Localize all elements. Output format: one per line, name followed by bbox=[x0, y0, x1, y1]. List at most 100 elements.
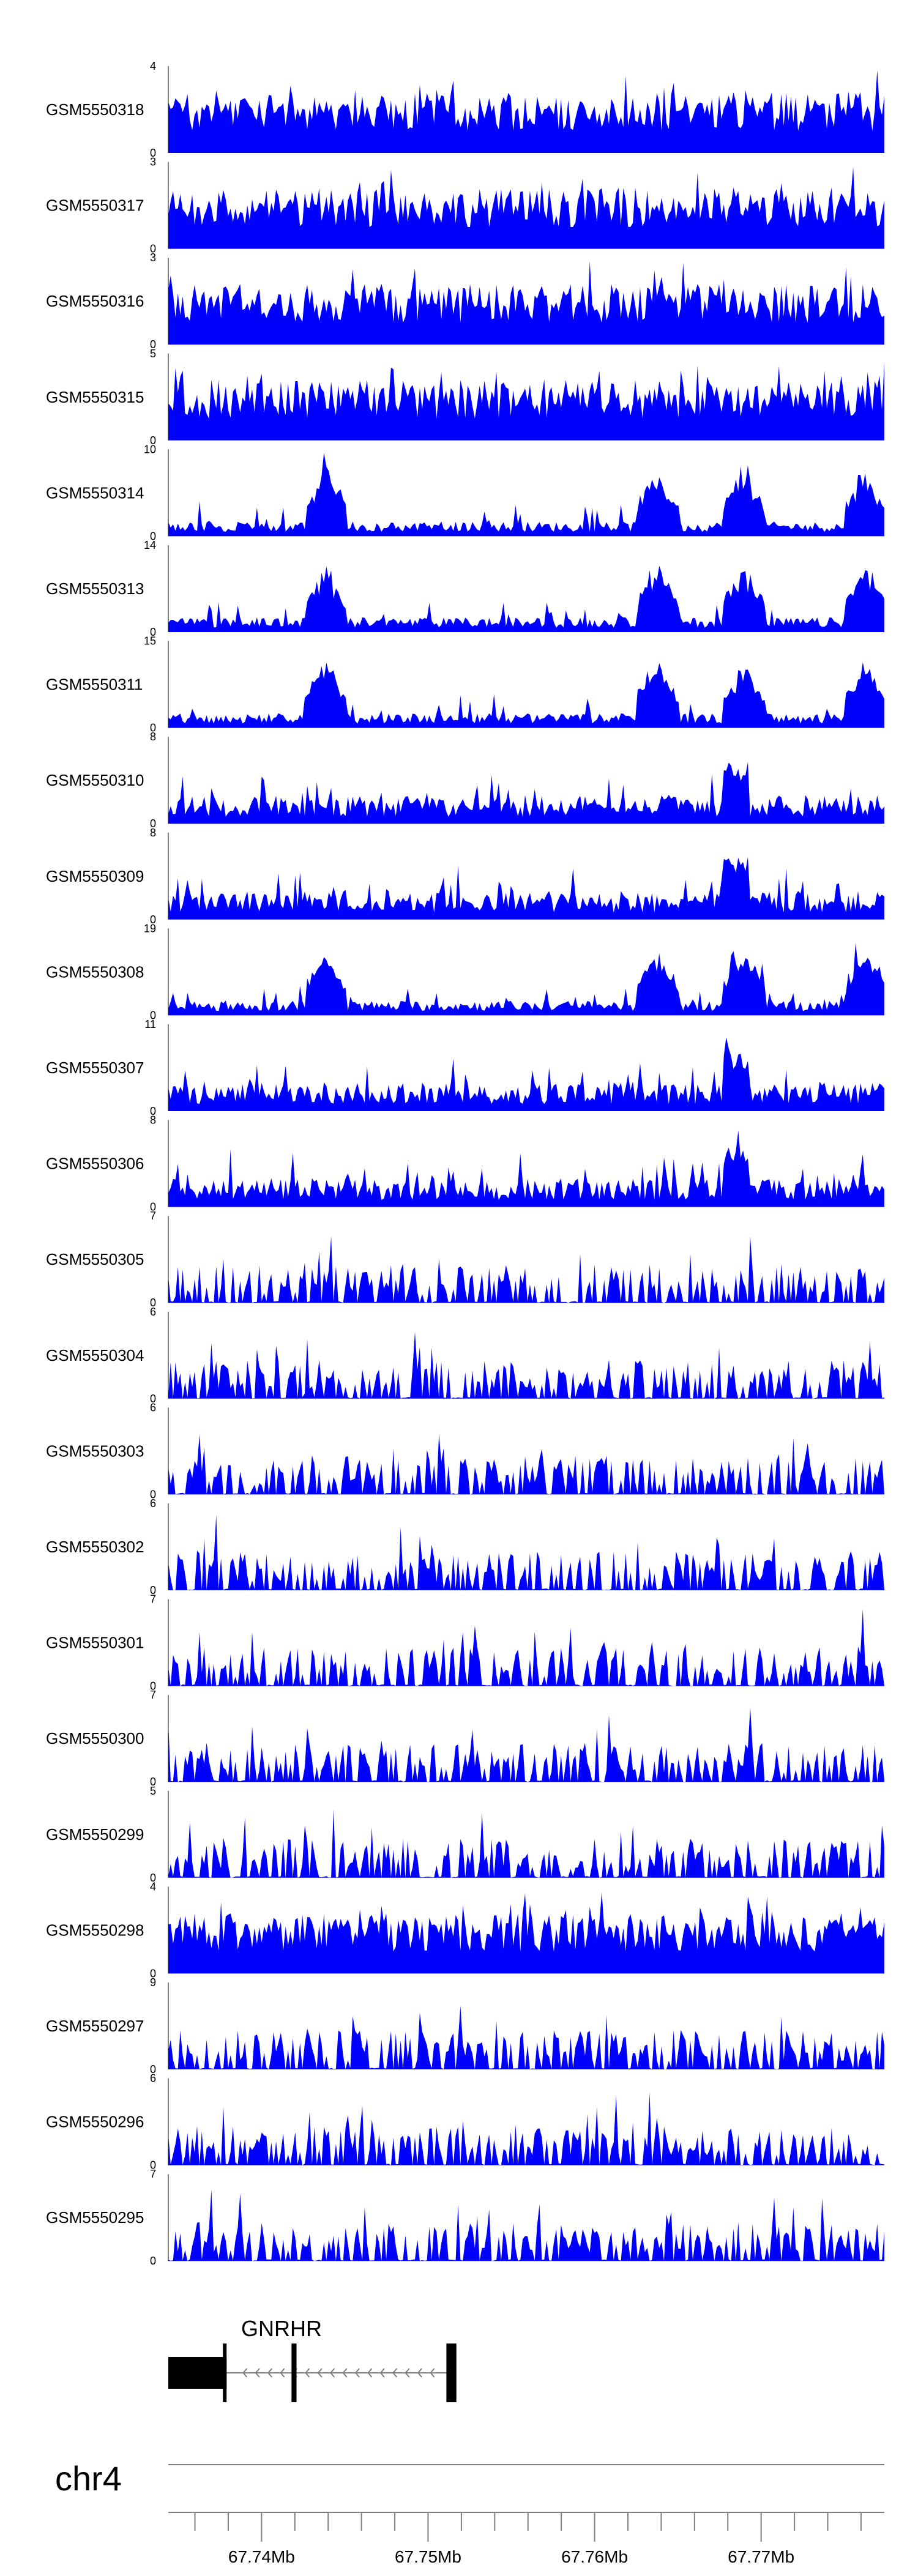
track-ymin-label: 0 bbox=[150, 338, 156, 351]
strand-arrow bbox=[267, 2368, 273, 2378]
track-ymin-label: 0 bbox=[150, 434, 156, 447]
track-ymax-label: 9 bbox=[150, 1976, 156, 1989]
track-GSM5550306: GSM5550306 8 0 bbox=[46, 1114, 884, 1213]
axis-tick-label: 67.77Mb bbox=[728, 2547, 794, 2566]
track-ymin-label: 0 bbox=[150, 1105, 156, 1117]
track-GSM5550299: GSM5550299 5 0 bbox=[46, 1785, 884, 1884]
track-GSM5550314: GSM5550314 10 0 bbox=[46, 443, 884, 542]
track-label: GSM5550308 bbox=[46, 962, 144, 981]
track-GSM5550313: GSM5550313 14 0 bbox=[46, 539, 884, 638]
strand-arrow bbox=[305, 2368, 310, 2378]
track-ymin-label: 0 bbox=[150, 817, 156, 830]
track-GSM5550295: GSM5550295 7 0 bbox=[46, 2168, 884, 2267]
strand-arrow bbox=[367, 2368, 373, 2378]
track-ymin-label: 0 bbox=[150, 530, 156, 542]
track-ymax-label: 15 bbox=[144, 635, 156, 647]
track-ymin-label: 0 bbox=[150, 243, 156, 255]
track-ymin-label: 0 bbox=[150, 1009, 156, 1021]
track-coverage-area bbox=[168, 70, 884, 153]
track-coverage-area bbox=[168, 943, 884, 1016]
track-ymax-label: 3 bbox=[150, 251, 156, 264]
track-ymax-label: 5 bbox=[150, 1785, 156, 1797]
track-coverage-area bbox=[168, 452, 884, 537]
track-label: GSM5550299 bbox=[46, 1825, 144, 1844]
track-GSM5550308: GSM5550308 19 0 bbox=[46, 922, 884, 1021]
track-ymax-label: 7 bbox=[150, 2168, 156, 2180]
track-GSM5550302: GSM5550302 6 0 bbox=[46, 1497, 884, 1596]
track-label: GSM5550309 bbox=[46, 867, 144, 885]
track-ymax-label: 11 bbox=[144, 1018, 156, 1030]
strand-arrow bbox=[329, 2368, 335, 2378]
track-ymax-label: 7 bbox=[150, 1593, 156, 1606]
track-ymax-label: 6 bbox=[150, 2072, 156, 2085]
track-GSM5550317: GSM5550317 3 0 bbox=[46, 156, 884, 255]
gene-exon bbox=[446, 2343, 457, 2402]
track-label: GSM5550318 bbox=[46, 100, 144, 119]
axis-ticks: 67.74Mb 67.75Mb 67.76Mb 67.77Mb bbox=[194, 2512, 862, 2566]
track-GSM5550301: GSM5550301 7 0 bbox=[46, 1593, 884, 1692]
track-GSM5550305: GSM5550305 7 0 bbox=[46, 1210, 884, 1309]
track-GSM5550315: GSM5550315 5 0 bbox=[46, 348, 884, 447]
gene-strand-arrows bbox=[242, 2368, 435, 2378]
track-coverage-area bbox=[168, 1130, 884, 1207]
track-GSM5550316: GSM5550316 3 0 bbox=[46, 251, 884, 351]
track-GSM5550303: GSM5550303 6 0 bbox=[46, 1401, 884, 1500]
track-ymin-label: 0 bbox=[150, 1967, 156, 1979]
strand-arrow bbox=[354, 2368, 360, 2378]
track-ymin-label: 0 bbox=[150, 1776, 156, 1788]
track-label: GSM5550302 bbox=[46, 1538, 144, 1556]
chrom-label: chr4 bbox=[55, 2459, 122, 2498]
track-coverage-area bbox=[168, 1236, 884, 1303]
track-ymax-label: 10 bbox=[144, 443, 156, 455]
track-label: GSM5550310 bbox=[46, 771, 144, 789]
strand-arrow bbox=[317, 2368, 323, 2378]
track-ymin-label: 0 bbox=[150, 1393, 156, 1405]
track-ymax-label: 14 bbox=[144, 539, 156, 551]
strand-arrow bbox=[242, 2368, 248, 2378]
strand-arrow bbox=[280, 2368, 285, 2378]
axis-tick-label: 67.76Mb bbox=[561, 2547, 628, 2566]
track-ymax-label: 8 bbox=[150, 1114, 156, 1126]
track-ymax-label: 4 bbox=[150, 1880, 156, 1893]
track-coverage-area bbox=[168, 1037, 884, 1111]
track-GSM5550296: GSM5550296 6 0 bbox=[46, 2072, 884, 2172]
track-coverage-area bbox=[168, 1707, 884, 1782]
track-ymin-label: 0 bbox=[150, 1201, 156, 1213]
strand-arrow bbox=[417, 2368, 422, 2378]
track-GSM5550297: GSM5550297 9 0 bbox=[46, 1976, 884, 2075]
track-ymax-label: 8 bbox=[150, 731, 156, 743]
gene-label: GNRHR bbox=[241, 2316, 322, 2341]
track-ymax-label: 3 bbox=[150, 156, 156, 168]
axis-tick-label: 67.75Mb bbox=[395, 2547, 461, 2566]
track-coverage-area bbox=[168, 2189, 884, 2261]
track-coverage-area bbox=[168, 1331, 884, 1399]
track-coverage-area bbox=[168, 362, 884, 441]
track-coverage-area bbox=[168, 762, 884, 824]
track-label: GSM5550316 bbox=[46, 292, 144, 310]
track-ymin-label: 0 bbox=[150, 914, 156, 926]
track-coverage-area bbox=[168, 857, 884, 920]
track-label: GSM5550295 bbox=[46, 2208, 144, 2227]
track-coverage-area bbox=[168, 1434, 884, 1495]
track-coverage-area bbox=[168, 1892, 884, 1974]
track-label: GSM5550317 bbox=[46, 196, 144, 215]
track-label: GSM5550297 bbox=[46, 2017, 144, 2035]
track-coverage-area bbox=[168, 1809, 884, 1878]
track-label: GSM5550303 bbox=[46, 1442, 144, 1460]
track-label: GSM5550296 bbox=[46, 2113, 144, 2131]
track-label: GSM5550306 bbox=[46, 1155, 144, 1173]
track-ymax-label: 19 bbox=[144, 922, 156, 934]
gene-track: GNRHR bbox=[168, 2316, 457, 2402]
track-GSM5550307: GSM5550307 11 0 bbox=[46, 1018, 884, 1117]
track-ymax-label: 6 bbox=[150, 1306, 156, 1318]
track-coverage-area bbox=[168, 261, 884, 345]
strand-arrow bbox=[342, 2368, 348, 2378]
strand-arrow bbox=[379, 2368, 385, 2378]
track-ymin-label: 0 bbox=[150, 147, 156, 159]
track-coverage-area bbox=[168, 1514, 884, 1590]
axis-tick-label: 67.74Mb bbox=[228, 2547, 295, 2566]
track-GSM5550318: GSM5550318 4 0 bbox=[46, 60, 884, 159]
track-label: GSM5550304 bbox=[46, 1346, 144, 1364]
track-ymin-label: 0 bbox=[150, 722, 156, 734]
